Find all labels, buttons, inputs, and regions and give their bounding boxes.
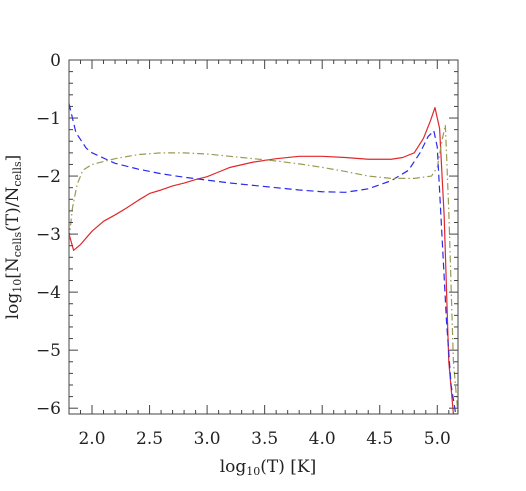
x-tick-label: 2.5 xyxy=(136,429,163,449)
series-line-dashed xyxy=(69,103,457,414)
tick-labels-layer: 2.0 2.5 3.0 3.5 4.0 4.5 5.0 0 −1 −2 −3 −4 −5 −6 xyxy=(36,51,451,449)
series-line-solid xyxy=(69,106,458,414)
y-tick-label: −5 xyxy=(36,341,61,361)
x-tick-label: 3.5 xyxy=(251,429,278,449)
x-tick-label: 4.5 xyxy=(366,429,393,449)
y-tick-label: −2 xyxy=(36,167,61,187)
x-tick-label: 4.0 xyxy=(309,429,336,449)
series-layer xyxy=(69,103,458,414)
y-axis-title: log10[Ncells(T)/Ncells] xyxy=(3,155,24,320)
y-tick-label: −3 xyxy=(36,225,61,245)
x-tick-label: 3.0 xyxy=(194,429,221,449)
y-tick-label: 0 xyxy=(50,51,61,71)
plot-frame xyxy=(68,59,459,415)
series-line-dash-dot xyxy=(69,124,458,414)
y-tick-label: −1 xyxy=(36,109,61,129)
x-tick-label: 5.0 xyxy=(424,429,451,449)
x-axis-title: log10(T) [K] xyxy=(220,457,317,478)
ticks-layer xyxy=(68,59,458,414)
y-tick-label: −4 xyxy=(36,283,61,303)
y-tick-label: −6 xyxy=(36,399,61,419)
x-tick-label: 2.0 xyxy=(78,429,105,449)
